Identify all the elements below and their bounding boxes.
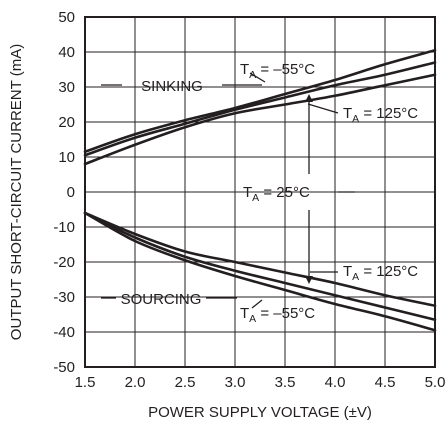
series-line-5 [83, 211, 437, 322]
x-tick-label: 4.5 [375, 374, 396, 391]
y-tick-label: -30 [53, 289, 75, 306]
sourcing-label: SOURCING [121, 291, 202, 308]
y-tick-label: 10 [58, 149, 75, 166]
sinking-label: SINKING [141, 78, 203, 95]
series-line-1 [83, 48, 437, 154]
series-line-4 [83, 211, 437, 308]
series-line-3 [83, 73, 437, 166]
x-tick-label: 3.0 [225, 374, 246, 391]
ta-125-bottom-label: TA = 125°C [343, 263, 418, 283]
grid [84, 16, 436, 368]
x-tick-label: 5.0 [425, 374, 446, 391]
series-line-2 [83, 61, 437, 157]
y-tick-label: 20 [58, 114, 75, 131]
y-tick-label: 50 [58, 9, 75, 26]
x-axis-label: POWER SUPPLY VOLTAGE (±V) [148, 404, 372, 421]
series-line-6 [83, 211, 437, 332]
x-tick-label: 2.0 [125, 374, 146, 391]
x-tick-label: 3.5 [275, 374, 296, 391]
y-axis-label: OUTPUT SHORT-CIRCUIT CURRENT (mA) [8, 44, 25, 340]
ta-minus55-bottom-label: TA = –55°C [240, 305, 315, 325]
y-tick-label: -10 [53, 219, 75, 236]
ta-minus55-top-label: TA = –55°C [240, 61, 315, 81]
ta-25-label: TA = 25°C [243, 184, 310, 204]
y-tick-label: -40 [53, 324, 75, 341]
ta-125-top-leader [307, 103, 339, 114]
y-tick-label: 0 [67, 184, 75, 201]
tick-labels: 1.5 2.0 2.5 3.0 3.5 4.0 4.5 5.0 50 40 30 20 10 0 -10 -2… [53, 9, 445, 391]
y-tick-label: -20 [53, 254, 75, 271]
x-tick-label: 1.5 [75, 374, 96, 391]
plot-frame [84, 16, 436, 368]
y-tick-label: 30 [58, 79, 75, 96]
x-tick-label: 4.0 [325, 374, 346, 391]
x-tick-label: 2.5 [175, 374, 196, 391]
ta-25-down-arrowhead [305, 276, 313, 284]
annotation-leaders [101, 72, 355, 309]
y-tick-label: 40 [58, 44, 75, 61]
ta-25-up-arrowhead [305, 94, 313, 102]
y-tick-label: -50 [53, 359, 75, 376]
ta-minus55-bottom-leader [251, 299, 263, 309]
curves [83, 48, 437, 332]
ta-125-top-label: TA = 125°C [343, 105, 418, 125]
ta-minus55-top-leader [249, 72, 266, 83]
